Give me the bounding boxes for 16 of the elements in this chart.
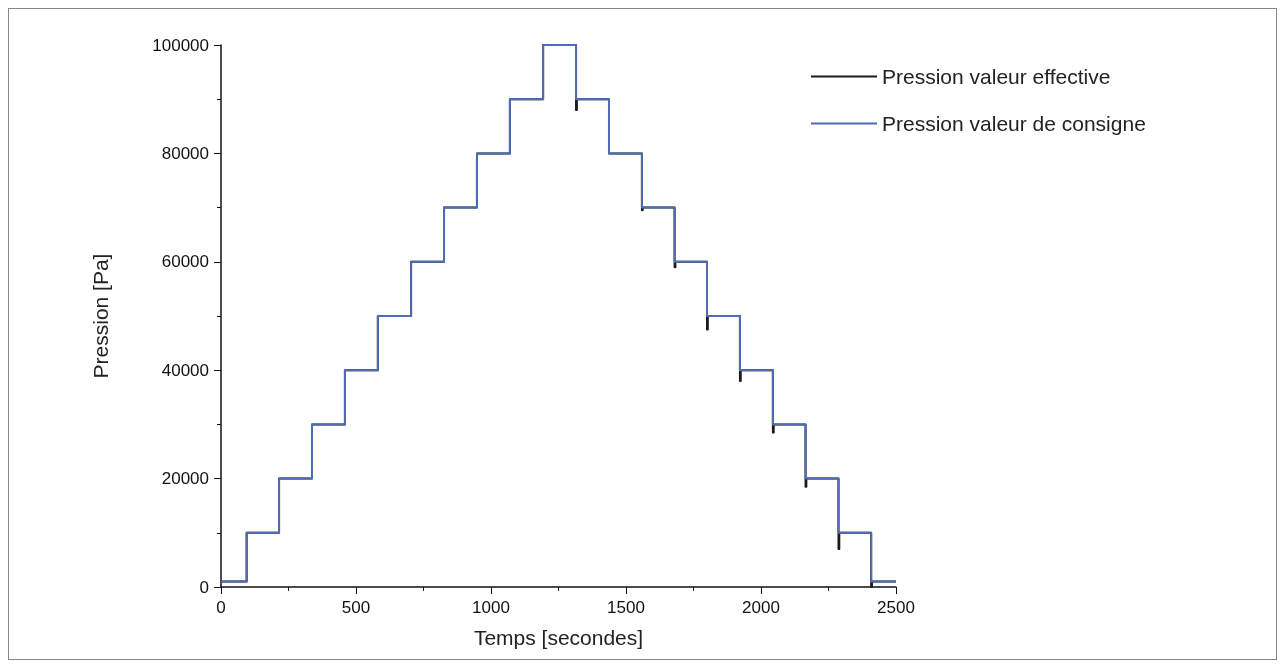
y-tick-label: 80000 <box>161 143 209 163</box>
y-tick-label: 20000 <box>161 469 209 489</box>
y-tick-label: 0 <box>199 577 209 597</box>
x-tick-label: 500 <box>341 598 371 617</box>
x-tick-label: 0 <box>216 598 226 617</box>
legend-label: Pression valeur de consigne <box>882 112 1146 135</box>
y-tick-label: 60000 <box>161 252 209 272</box>
y-tick-label: 40000 <box>161 360 209 380</box>
y-tick-label: 100000 <box>152 35 209 55</box>
x-tick-label: 2000 <box>742 598 780 617</box>
y-axis-title: Pression [Pa] <box>89 253 112 379</box>
x-axis-title: Temps [secondes] <box>473 626 644 649</box>
x-tick-label: 1000 <box>472 598 510 617</box>
legend-label: Pression valeur effective <box>882 65 1111 88</box>
x-tick-label: 1500 <box>607 598 645 617</box>
x-tick-label: 2500 <box>877 598 915 617</box>
